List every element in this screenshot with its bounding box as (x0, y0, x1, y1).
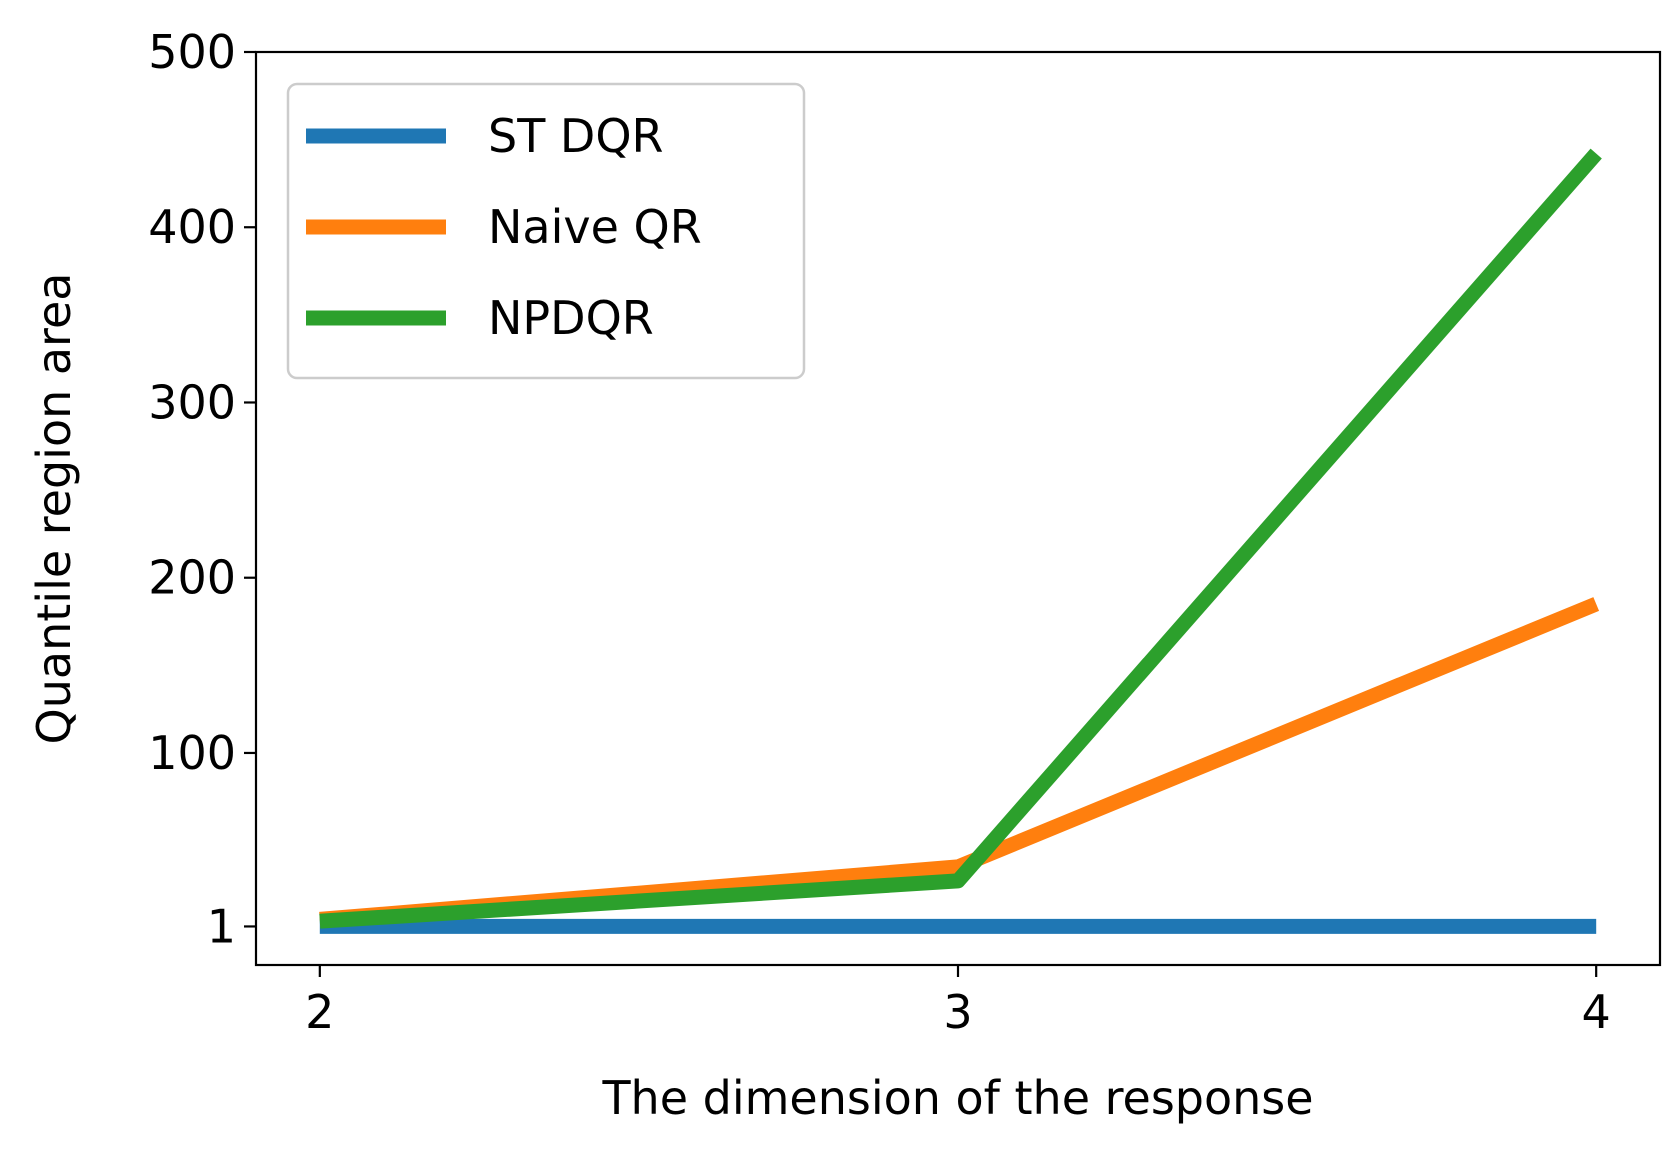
series-layer (319, 148, 1602, 934)
y-tick-label: 500 (148, 25, 236, 79)
legend-label-npdqr: NPDQR (488, 291, 654, 345)
x-tick-label: 3 (943, 985, 972, 1039)
y-tick-label: 300 (148, 375, 236, 429)
legend-label-st-dqr: ST DQR (488, 109, 664, 163)
x-axis: 2 3 4 (305, 965, 1611, 1039)
y-axis: 1 100 200 300 400 500 (148, 25, 256, 953)
x-axis-label: The dimension of the response (601, 1071, 1313, 1125)
legend-frame (286, 82, 806, 380)
x-tick-label: 2 (305, 985, 334, 1039)
y-tick-label: 100 (148, 726, 236, 780)
legend-label-naive-qr: Naive QR (488, 200, 702, 254)
y-tick-label: 400 (148, 200, 236, 254)
y-tick-label: 200 (148, 551, 236, 605)
y-tick-label: 1 (207, 899, 236, 953)
y-axis-label: Quantile region area (27, 273, 81, 745)
series-line-npdqr (319, 148, 1602, 929)
x-tick-label: 4 (1582, 985, 1611, 1039)
legend: ST DQR Naive QR NPDQR (286, 82, 806, 380)
